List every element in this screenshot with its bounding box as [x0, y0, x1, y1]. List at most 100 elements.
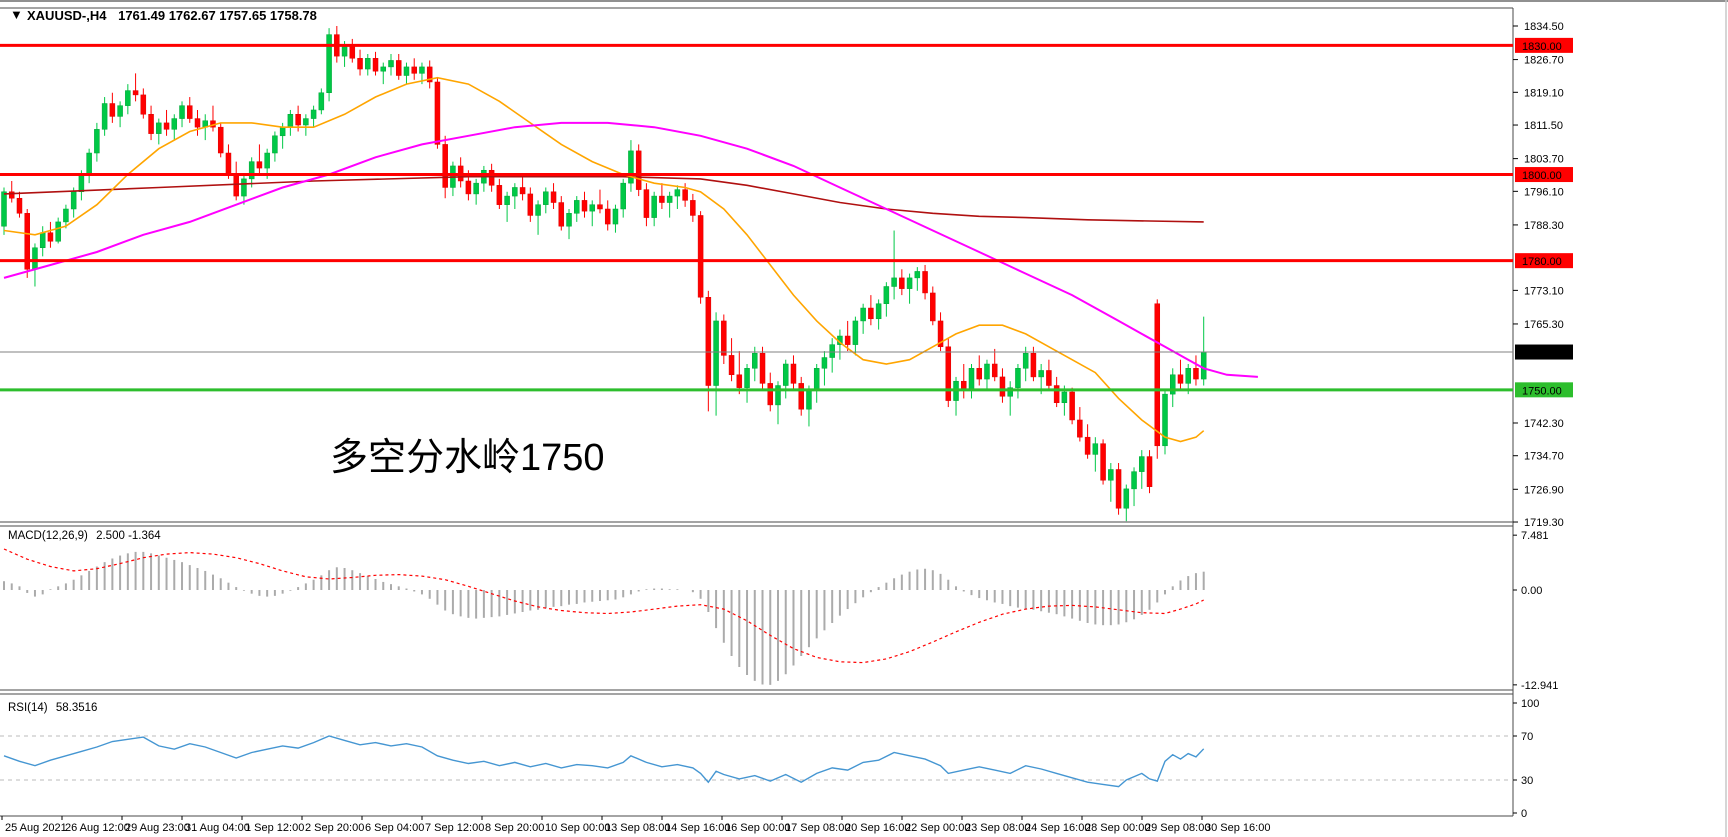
candle — [117, 101, 123, 128]
price-badge-1780.00 — [1515, 253, 1573, 269]
candle — [620, 178, 626, 218]
time-axis-label: 30 Sep 16:00 — [1205, 822, 1270, 834]
price-badge-label: 1780.00 — [1522, 256, 1562, 268]
candle — [659, 183, 665, 209]
candle — [217, 122, 224, 158]
candle — [860, 303, 866, 334]
candle — [666, 191, 673, 218]
rsi-axis-label: 100 — [1521, 698, 1539, 710]
candle — [713, 312, 719, 416]
candle — [488, 163, 495, 192]
candle — [844, 320, 851, 352]
time-axis-label: 13 Sep 08:00 — [605, 822, 670, 834]
time-axis-label: 7 Sep 12:00 — [425, 822, 484, 834]
candle — [953, 376, 959, 416]
candle — [372, 51, 379, 76]
rsi-pane: 100 70 30 0 — [0, 698, 1539, 820]
candle — [574, 196, 580, 222]
candle — [395, 53, 402, 80]
candle — [937, 312, 944, 352]
candle — [891, 230, 897, 300]
time-axis-label: 17 Sep 08:00 — [785, 822, 850, 834]
macd-signal-line — [3, 548, 1204, 664]
price-badge-1830.00 — [1515, 37, 1573, 53]
candle — [906, 273, 913, 304]
candle — [589, 200, 595, 227]
candle — [148, 105, 154, 141]
macd-indicator-label: MACD(12,26,9) 2.500 -1.364 — [8, 530, 161, 542]
candle — [1084, 424, 1091, 459]
horizontal-level-lines: 1830.00 1800.00 1780.00 1758.78 1750.00 — [0, 37, 1573, 398]
candle — [256, 144, 263, 175]
candle — [47, 221, 54, 248]
chart-dropdown-icon[interactable]: ▼ — [10, 7, 23, 22]
candle — [535, 200, 541, 235]
candle — [999, 368, 1006, 403]
candle — [1139, 450, 1145, 489]
candle — [790, 355, 797, 390]
candle — [643, 183, 650, 227]
candle — [976, 355, 982, 386]
candle — [899, 269, 905, 296]
time-axis-label: 1 Sep 12:00 — [245, 822, 304, 834]
candle — [1154, 299, 1161, 459]
candle — [481, 165, 487, 192]
candle — [171, 114, 178, 141]
macd-axis-label: 0.00 — [1521, 585, 1542, 597]
ma-fast-line — [3, 76, 1205, 443]
candle — [496, 178, 503, 209]
candle — [744, 363, 750, 403]
candle — [1169, 368, 1176, 408]
time-axis-label: 14 Sep 16:00 — [665, 822, 730, 834]
candle — [326, 28, 332, 102]
candle — [813, 363, 820, 403]
macd-axis-label: 7.481 — [1521, 530, 1549, 542]
candle — [922, 264, 928, 300]
candle — [403, 62, 410, 85]
candle — [310, 105, 317, 128]
candle — [628, 140, 634, 192]
time-axis-label: 10 Sep 00:00 — [545, 822, 610, 834]
candle — [194, 109, 201, 136]
price-badge-label: 1830.00 — [1522, 41, 1562, 53]
candle — [721, 314, 727, 364]
price-tick-label: 1826.70 — [1524, 55, 1564, 67]
candle — [566, 208, 572, 240]
time-axis-label: 2 Sep 20:00 — [305, 822, 364, 834]
price-tick-label: 1811.50 — [1524, 120, 1563, 132]
candle — [101, 97, 108, 136]
window-top-edge — [0, 0, 1728, 2]
candle — [612, 204, 619, 233]
candle — [930, 286, 936, 326]
time-axis-label: 25 Aug 2021 — [5, 822, 67, 834]
rsi-value: 58.3516 — [56, 702, 98, 714]
candle — [961, 363, 967, 399]
price-tick-label: 1765.30 — [1524, 319, 1564, 331]
candle — [728, 338, 735, 382]
time-axis-label: 31 Aug 04:00 — [185, 822, 250, 834]
symbol-timeframe-label: XAUUSD-,H4 — [27, 8, 107, 23]
time-axis-label: 6 Sep 04:00 — [365, 822, 424, 834]
candle — [852, 316, 859, 356]
time-axis-label: 26 Aug 12:00 — [65, 822, 130, 834]
candle — [968, 363, 975, 399]
price-axis: 1834.50 1826.70 1819.10 1811.50 1803.70 1796.… — [1513, 21, 1564, 529]
candle — [303, 114, 309, 136]
price-tick-label: 1773.10 — [1524, 285, 1564, 297]
candle — [604, 200, 611, 231]
candle — [210, 105, 216, 132]
candle — [1146, 450, 1153, 494]
candle — [1177, 359, 1184, 390]
candle — [1115, 463, 1122, 515]
candle — [32, 243, 38, 287]
price-tick-label: 1742.30 — [1524, 418, 1564, 430]
price-tick-label: 1796.10 — [1524, 186, 1564, 198]
candle — [674, 185, 681, 209]
candle — [109, 92, 116, 123]
candle — [349, 38, 356, 63]
candle — [86, 148, 92, 184]
price-tick-label: 1788.30 — [1524, 220, 1564, 232]
